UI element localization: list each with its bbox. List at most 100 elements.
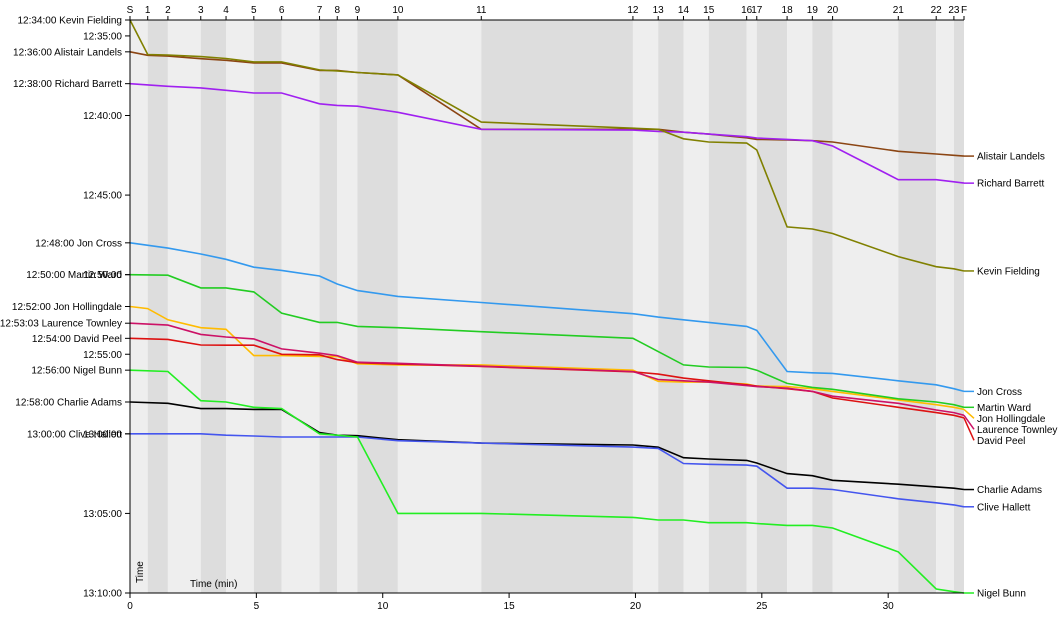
y-tick-label: 12:55:00: [83, 350, 122, 361]
stage-tick-label: 11: [476, 5, 487, 16]
start-label: 12:52:00 Jon Hollingdale: [12, 302, 123, 313]
start-label: 12:36:00 Alistair Landels: [13, 47, 122, 58]
stage-tick-label: 23: [948, 5, 960, 16]
start-label: 12:58:00 Charlie Adams: [15, 398, 122, 409]
end-label: Clive Hallett: [977, 502, 1031, 513]
stage-band: [708, 20, 747, 593]
start-label: 12:34:00 Kevin Fielding: [17, 16, 122, 27]
series-line: [129, 305, 965, 411]
end-label: Jon Hollingdale: [977, 414, 1046, 425]
end-label: Charlie Adams: [977, 485, 1042, 496]
stage-tick-label: 5: [251, 5, 257, 16]
stage-tick-label: 13: [653, 5, 665, 16]
series-line: [129, 322, 965, 417]
end-label: Laurence Townley: [977, 425, 1057, 436]
stage-tick-label: 4: [223, 5, 229, 16]
stage-band: [200, 20, 227, 593]
stage-tick-label: 16: [741, 5, 753, 16]
series-line: [129, 273, 965, 409]
series-line: [129, 19, 965, 272]
stage-band: [167, 20, 201, 593]
start-label: 12:38:00 Richard Barrett: [13, 79, 122, 90]
end-label: Kevin Fielding: [977, 266, 1040, 277]
series-line: [129, 82, 965, 184]
stage-tick-label: 20: [827, 5, 839, 16]
start-label: 12:48:00 Jon Cross: [35, 238, 122, 249]
end-label: Richard Barrett: [977, 179, 1044, 190]
y-axis-label: Time: [135, 561, 146, 583]
stage-tick-label: 7: [317, 5, 323, 16]
series-line: [129, 401, 965, 491]
stage-band: [898, 20, 937, 593]
stage-band: [130, 20, 148, 593]
stage-band: [281, 20, 320, 593]
stage-tick-label: 9: [355, 5, 361, 16]
stage-tick-label: 22: [931, 5, 943, 16]
y-tick-label: 12:35:00: [83, 31, 122, 42]
stage-band: [658, 20, 684, 593]
end-label: Alistair Landels: [977, 152, 1045, 163]
start-labels: 12:36:00 Alistair Landels 12:38:00 Richar…: [0, 16, 130, 440]
stage-band: [319, 20, 338, 593]
y-tick-label: 13:10:00: [83, 589, 122, 600]
stage-tick-label: 14: [678, 5, 690, 16]
end-connector: [963, 414, 975, 430]
stage-tick-label: S: [127, 5, 134, 16]
end-label: David Peel: [977, 436, 1025, 447]
end-labels: Alistair Landels Richard Barrett Kevin Fie…: [963, 152, 1057, 600]
stage-tick-label: 12: [627, 5, 639, 16]
stage-band: [226, 20, 254, 593]
start-label: 12:54:00 David Peel: [32, 334, 122, 345]
stage-tick-label: 19: [807, 5, 819, 16]
series-line: [130, 433, 965, 508]
stage-tick-label: 17: [751, 5, 763, 16]
stage-tick-label: 21: [893, 5, 905, 16]
stage-band: [683, 20, 709, 593]
stage-band: [481, 20, 633, 593]
stage-band: [787, 20, 813, 593]
stage-tick-label: 15: [703, 5, 715, 16]
x-tick-label: 0: [127, 601, 133, 612]
end-connector: [963, 408, 975, 419]
y-tick-label: 12:45:00: [83, 191, 122, 202]
y-tick-label: 12:50:00: [83, 270, 122, 281]
stage-band: [397, 20, 482, 593]
y-tick-label: 13:00:00: [83, 429, 122, 440]
stage-band: [253, 20, 282, 593]
series-line: [129, 369, 965, 594]
start-label: 12:53:03 Laurence Townley: [0, 319, 122, 330]
stage-band: [746, 20, 757, 593]
stage-tick-label: 6: [279, 5, 285, 16]
x-tick-label: 20: [630, 601, 642, 612]
stage-tick-label: 1: [145, 5, 151, 16]
stage-band: [812, 20, 833, 593]
y-tick-label: 13:05:00: [83, 509, 122, 520]
stage-band: [632, 20, 659, 593]
stage-band: [147, 20, 168, 593]
series-line: [129, 337, 965, 419]
start-label: 12:56:00 Nigel Bunn: [31, 366, 122, 377]
stage-band: [357, 20, 398, 593]
stage-band: [936, 20, 954, 593]
start-label: 13:00:00 Clive Hallett: [27, 429, 122, 440]
stage-tick-label: 18: [782, 5, 794, 16]
stage-tick-label: 2: [165, 5, 171, 16]
stage-tick-label: 10: [392, 5, 404, 16]
stage-band: [337, 20, 358, 593]
stage-tick-label: 3: [198, 5, 204, 16]
axes: 0 5 10 15 20 25 3012:35:0012:40:0012:45:0012:5…: [83, 5, 967, 612]
x-axis-label: Time (min): [190, 579, 237, 590]
start-label: 12:50:00 Martin Ward: [26, 270, 122, 281]
x-tick-label: 25: [756, 601, 768, 612]
x-tick-label: 10: [377, 601, 389, 612]
end-label: Martin Ward: [977, 403, 1031, 414]
x-tick-label: 15: [504, 601, 516, 612]
end-label: Jon Cross: [977, 387, 1022, 398]
stage-bands: [130, 20, 964, 593]
end-connector: [963, 417, 975, 441]
series-line: [129, 242, 965, 393]
y-tick-label: 12:40:00: [83, 111, 122, 122]
end-label: Nigel Bunn: [977, 589, 1026, 600]
stage-band: [832, 20, 899, 593]
